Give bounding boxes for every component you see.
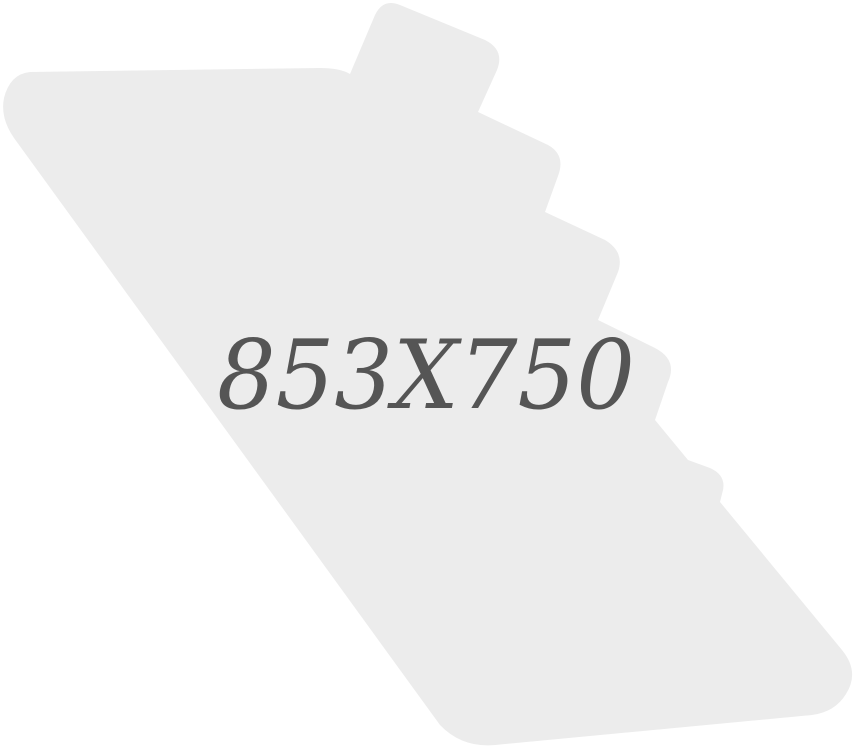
placeholder-shape bbox=[3, 2, 853, 746]
dimensions-label: 853X750 bbox=[217, 320, 635, 431]
